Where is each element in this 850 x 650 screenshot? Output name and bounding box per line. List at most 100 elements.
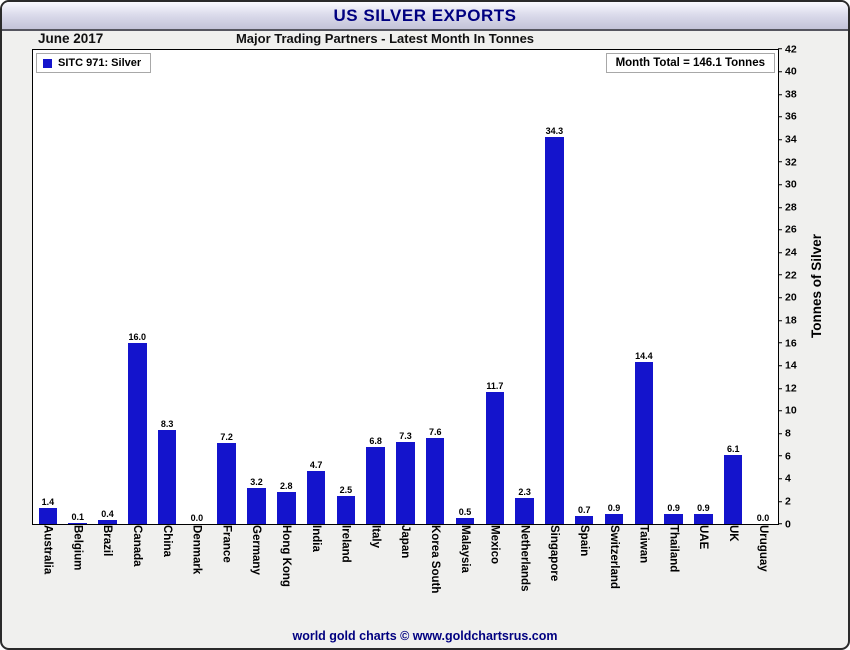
bar [247,487,266,524]
x-label-slot: India [300,525,330,621]
y-tick-mark [778,229,782,231]
x-axis-label: Spain [577,525,590,557]
x-axis-label: Belgium [71,525,84,571]
y-tick-label: 38 [785,88,797,100]
legend-label: SITC 971: Silver [58,57,142,69]
bar [157,430,177,524]
bar [98,519,117,524]
bar-value-label: 0.9 [697,502,710,513]
bar-value-label: 3.2 [250,476,263,487]
x-axis-label: Canada [131,525,144,567]
chart-title: US SILVER EXPORTS [2,2,848,31]
x-label-slot: Thailand [658,525,688,621]
x-label-slot: Japan [390,525,420,621]
y-tick-mark [778,48,782,50]
bar-value-label: 0.7 [577,505,591,516]
bar [68,522,87,524]
y-tick: 22 [778,270,797,281]
bar [515,498,534,524]
y-tick: 8 [778,428,791,439]
x-axis-label: India [309,525,322,552]
bar-slot: 0.7 [569,50,599,524]
x-label-slot: Singapore [539,525,569,621]
y-tick: 0 [778,519,791,530]
bar-slot: 6.8 [361,50,391,524]
y-tick-mark [778,274,782,276]
y-tick: 32 [778,157,797,168]
y-tick-mark [778,138,782,140]
x-label-slot: UAE [688,525,718,621]
x-label-slot: Ireland [330,525,360,621]
y-tick: 14 [778,360,797,371]
x-label-slot: France [211,525,241,621]
y-tick-mark [778,410,782,412]
y-tick-mark [778,478,782,480]
bar [575,516,594,524]
bar-value-label: 0.5 [458,507,472,518]
legend-swatch-icon [43,58,52,68]
bar-value-label: 2.5 [339,484,353,495]
x-axis-label: UAE [697,525,710,550]
bar-slot: 0.0 [748,50,778,524]
bar-value-label: 7.3 [399,430,412,441]
y-tick-label: 28 [785,201,797,214]
bar [694,513,713,524]
y-tick-label: 26 [785,223,797,236]
bar [604,513,624,524]
y-tick-mark [778,161,782,163]
y-tick-label: 12 [785,382,797,395]
y-tick-mark [778,319,782,321]
x-label-slot: Denmark [181,525,211,621]
bar [664,513,683,524]
plot-area: SITC 971: Silver Month Total = 146.1 Ton… [32,49,779,525]
month-total-annotation: Month Total = 146.1 Tonnes [605,53,775,73]
bar [545,136,564,524]
x-axis-label: Japan [399,525,412,559]
x-axis-label: Thailand [667,525,680,573]
bar-slot: 11.7 [480,50,510,524]
y-tick: 28 [778,202,797,213]
bars-area: 1.4 0.1 0.4 16.0 8.3 0.0 7.2 3.2 2.8 4.7 2.5 6.8 7.3… [33,50,778,524]
x-label-slot: Spain [568,525,598,621]
y-tick-mark [778,252,782,254]
y-tick-label: 24 [785,246,797,259]
x-axis-label: China [160,525,173,557]
x-axis-label: Hong Kong [280,525,293,587]
bar-slot: 0.5 [450,50,480,524]
y-tick: 26 [778,225,797,236]
x-axis-label: Uruguay [756,525,769,572]
bar-slot: 2.8 [271,50,301,524]
bar [455,518,475,524]
x-axis-label: Germany [250,525,263,575]
bar-slot: 8.3 [152,50,182,524]
y-tick-mark [778,342,782,344]
x-axis-label: France [220,525,233,563]
y-tick-mark [778,365,782,367]
y-tick-label: 30 [785,178,797,191]
y-tick-label: 8 [785,427,791,440]
y-tick-label: 36 [785,110,797,123]
y-tick-mark [778,523,782,525]
y-tick: 18 [778,315,797,326]
x-axis-label: Ireland [339,525,352,563]
bar-value-label: 0.4 [101,508,114,519]
period-label: June 2017 [38,31,104,46]
y-tick: 2 [778,496,791,507]
x-label-slot: Canada [121,525,151,621]
bar-value-label: 6.8 [369,436,382,447]
bar-slot: 0.9 [689,50,719,524]
y-tick-mark [778,93,782,95]
bar [217,442,236,524]
y-tick-label: 0 [785,517,791,530]
bar-slot: 7.3 [391,50,421,524]
legend: SITC 971: Silver [36,53,152,73]
x-label-slot: Belgium [62,525,92,621]
x-label-slot: Korea South [419,525,449,621]
y-tick-mark [778,433,782,435]
y-tick: 42 [778,44,797,55]
x-label-slot: Italy [360,525,390,621]
x-axis-label: Malaysia [458,525,471,573]
bar-slot: 0.4 [93,50,123,524]
bar [723,455,743,524]
bar-slot: 2.5 [331,50,361,524]
